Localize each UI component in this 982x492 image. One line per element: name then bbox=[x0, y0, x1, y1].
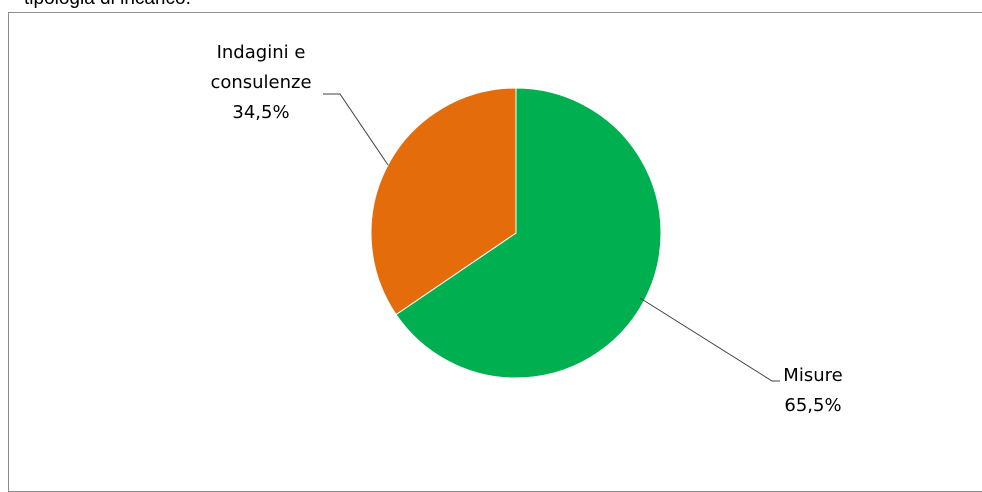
slice-percent-label: 65,5% bbox=[784, 395, 841, 416]
pie-slice-indagini-e-consulenze bbox=[370, 87, 517, 316]
slice-labels: Misure 65,5% Indagini e consulenze 34,5% bbox=[210, 42, 842, 416]
leader-line-misure bbox=[639, 297, 780, 382]
slice-category-label: Misure bbox=[783, 365, 842, 386]
slice-label-indagini-e-consulenze: Indagini e consulenze 34,5% bbox=[210, 42, 311, 123]
slice-category-label: Indagini e bbox=[217, 42, 306, 63]
leader-line-indagini-e-consulenze bbox=[323, 93, 389, 166]
slice-percent-label: 34,5% bbox=[232, 102, 289, 123]
slice-category-label: consulenze bbox=[210, 72, 311, 93]
leader-lines bbox=[323, 93, 780, 382]
slice-label-misure: Misure 65,5% bbox=[783, 365, 842, 416]
pie-slices bbox=[370, 87, 662, 379]
pie-chart: Misure 65,5% Indagini e consulenze 34,5% bbox=[210, 42, 842, 416]
chart-caption: tipologia di incarico. bbox=[24, 0, 191, 10]
